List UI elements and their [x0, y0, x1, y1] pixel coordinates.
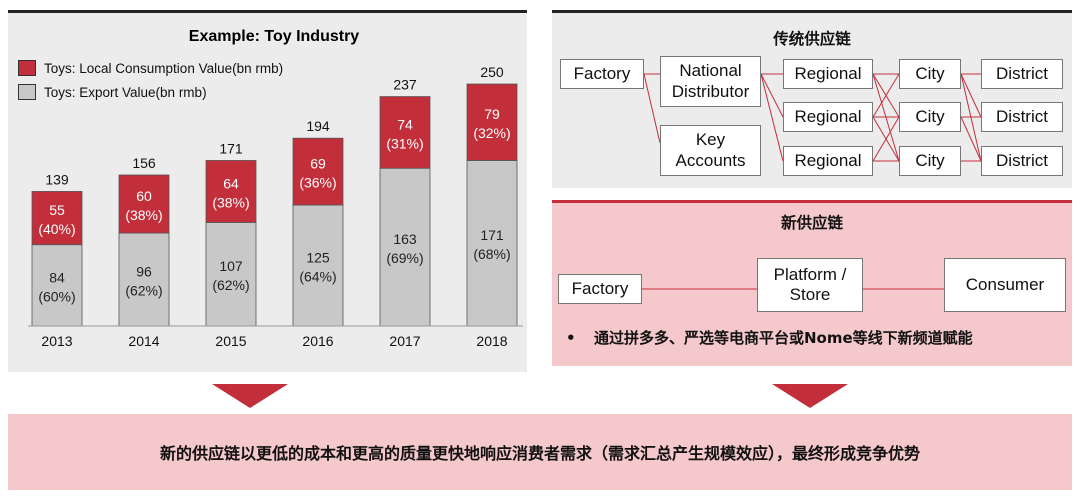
bar-total-label: 171	[219, 140, 243, 156]
national-distributor-box: National Distributor	[660, 56, 761, 107]
local-value-label: 69	[310, 156, 326, 172]
bar-local-2015	[205, 160, 257, 223]
bar-export-2015	[205, 222, 257, 327]
local-value-label: 55	[49, 202, 65, 218]
export-value-label: 84	[49, 269, 65, 285]
export-value-label: 107	[219, 258, 243, 274]
down-arrow-right	[772, 384, 848, 408]
export-value-label: 163	[393, 231, 417, 247]
stacked-bar-chart: Example: Toy Industry 84 (60%) 55 (40%) 139 2…	[28, 28, 523, 349]
traditional-connectors	[643, 73, 982, 162]
down-arrow-left	[212, 384, 288, 408]
bars-layer: 84 (60%) 55 (40%) 139 2013 96 (62%) 60 (38%) 156 20…	[31, 64, 518, 349]
conclusion-band: 新的供应链以更低的成本和更高的质量更快地响应消费者需求（需求汇总产生规模效应），…	[8, 414, 1072, 490]
new-supply-chain-panel: 新供应链 Factory Platform / Store Consumer •…	[552, 200, 1072, 366]
new-chain-connectors	[642, 288, 944, 290]
export-share-label: (62%)	[212, 277, 249, 293]
local-share-label: (40%)	[38, 221, 75, 237]
bar-export-2018	[466, 160, 518, 327]
bar-total-label: 194	[306, 118, 330, 134]
new-chain-bullet: • 通过拼多多、严选等电商平台或Nome等线下新频道赋能	[566, 327, 973, 348]
new-chain-title: 新供应链	[780, 214, 843, 232]
local-value-label: 64	[223, 175, 239, 191]
bullet-mark: •	[566, 329, 576, 347]
local-share-label: (32%)	[473, 125, 510, 141]
local-share-label: (38%)	[125, 207, 162, 223]
local-share-label: (36%)	[299, 175, 336, 191]
traditional-title: 传统供应链	[773, 30, 851, 48]
bar-total-label: 139	[45, 171, 69, 187]
bar-total-label: 237	[393, 77, 417, 93]
legend-swatch-export	[18, 84, 36, 100]
bullet-text: 通过拼多多、严选等电商平台或Nome等线下新频道赋能	[594, 329, 973, 347]
legend-label-export: Toys: Export Value(bn rmb)	[44, 84, 207, 100]
consumer-box: Consumer	[944, 258, 1066, 312]
city-box: City	[899, 59, 961, 89]
x-tick-label: 2017	[389, 333, 420, 349]
bar-total-label: 250	[480, 64, 504, 80]
regional-box: Regional	[783, 146, 873, 176]
local-value-label: 79	[484, 106, 500, 122]
district-box: District	[981, 59, 1063, 89]
bar-local-2014	[118, 174, 170, 234]
x-tick-label: 2018	[476, 333, 507, 349]
regional-box: Regional	[783, 59, 873, 89]
local-share-label: (31%)	[386, 135, 423, 151]
bar-total-label: 156	[132, 155, 156, 171]
local-value-label: 74	[397, 116, 413, 132]
bar-local-2017	[379, 96, 431, 169]
export-value-label: 125	[306, 250, 330, 266]
bar-export-2017	[379, 167, 431, 327]
x-tick-label: 2016	[302, 333, 333, 349]
district-box: District	[981, 102, 1063, 132]
local-value-label: 60	[136, 188, 152, 204]
export-share-label: (64%)	[299, 269, 336, 285]
chart-title: Example: Toy Industry	[189, 28, 360, 45]
local-share-label: (38%)	[212, 194, 249, 210]
x-tick-label: 2014	[128, 333, 159, 349]
city-box: City	[899, 146, 961, 176]
bar-export-2013	[31, 244, 83, 327]
key-accounts-box: Key Accounts	[660, 125, 761, 176]
export-value-label: 171	[480, 227, 504, 243]
bar-export-2016	[292, 204, 344, 327]
bar-local-2013	[31, 191, 83, 246]
new-factory-box: Factory	[558, 274, 642, 304]
export-share-label: (69%)	[386, 250, 423, 266]
platform-store-box: Platform / Store	[757, 258, 863, 312]
legend-local-consumption: Toys: Local Consumption Value(bn rmb)	[18, 60, 283, 76]
x-tick-label: 2015	[215, 333, 246, 349]
legend-swatch-local	[18, 60, 36, 76]
export-value-label: 96	[136, 264, 152, 280]
x-tick-label: 2013	[41, 333, 72, 349]
legend-export: Toys: Export Value(bn rmb)	[18, 84, 207, 100]
conclusion-text: 新的供应链以更低的成本和更高的质量更快地响应消费者需求（需求汇总产生规模效应），…	[159, 444, 920, 463]
city-box: City	[899, 102, 961, 132]
traditional-supply-chain-panel: 传统供应链 Factory National Distributor Key A…	[552, 10, 1072, 188]
trad-factory-box: Factory	[560, 59, 644, 89]
legend-label-local: Toys: Local Consumption Value(bn rmb)	[44, 60, 284, 76]
toy-industry-chart-panel: Example: Toy Industry 84 (60%) 55 (40%) 139 2…	[8, 10, 527, 372]
regional-box: Regional	[783, 102, 873, 132]
district-box: District	[981, 146, 1063, 176]
export-share-label: (68%)	[473, 246, 510, 262]
bar-local-2016	[292, 137, 344, 206]
bar-local-2018	[466, 83, 518, 161]
export-share-label: (60%)	[38, 288, 75, 304]
export-share-label: (62%)	[125, 283, 162, 299]
